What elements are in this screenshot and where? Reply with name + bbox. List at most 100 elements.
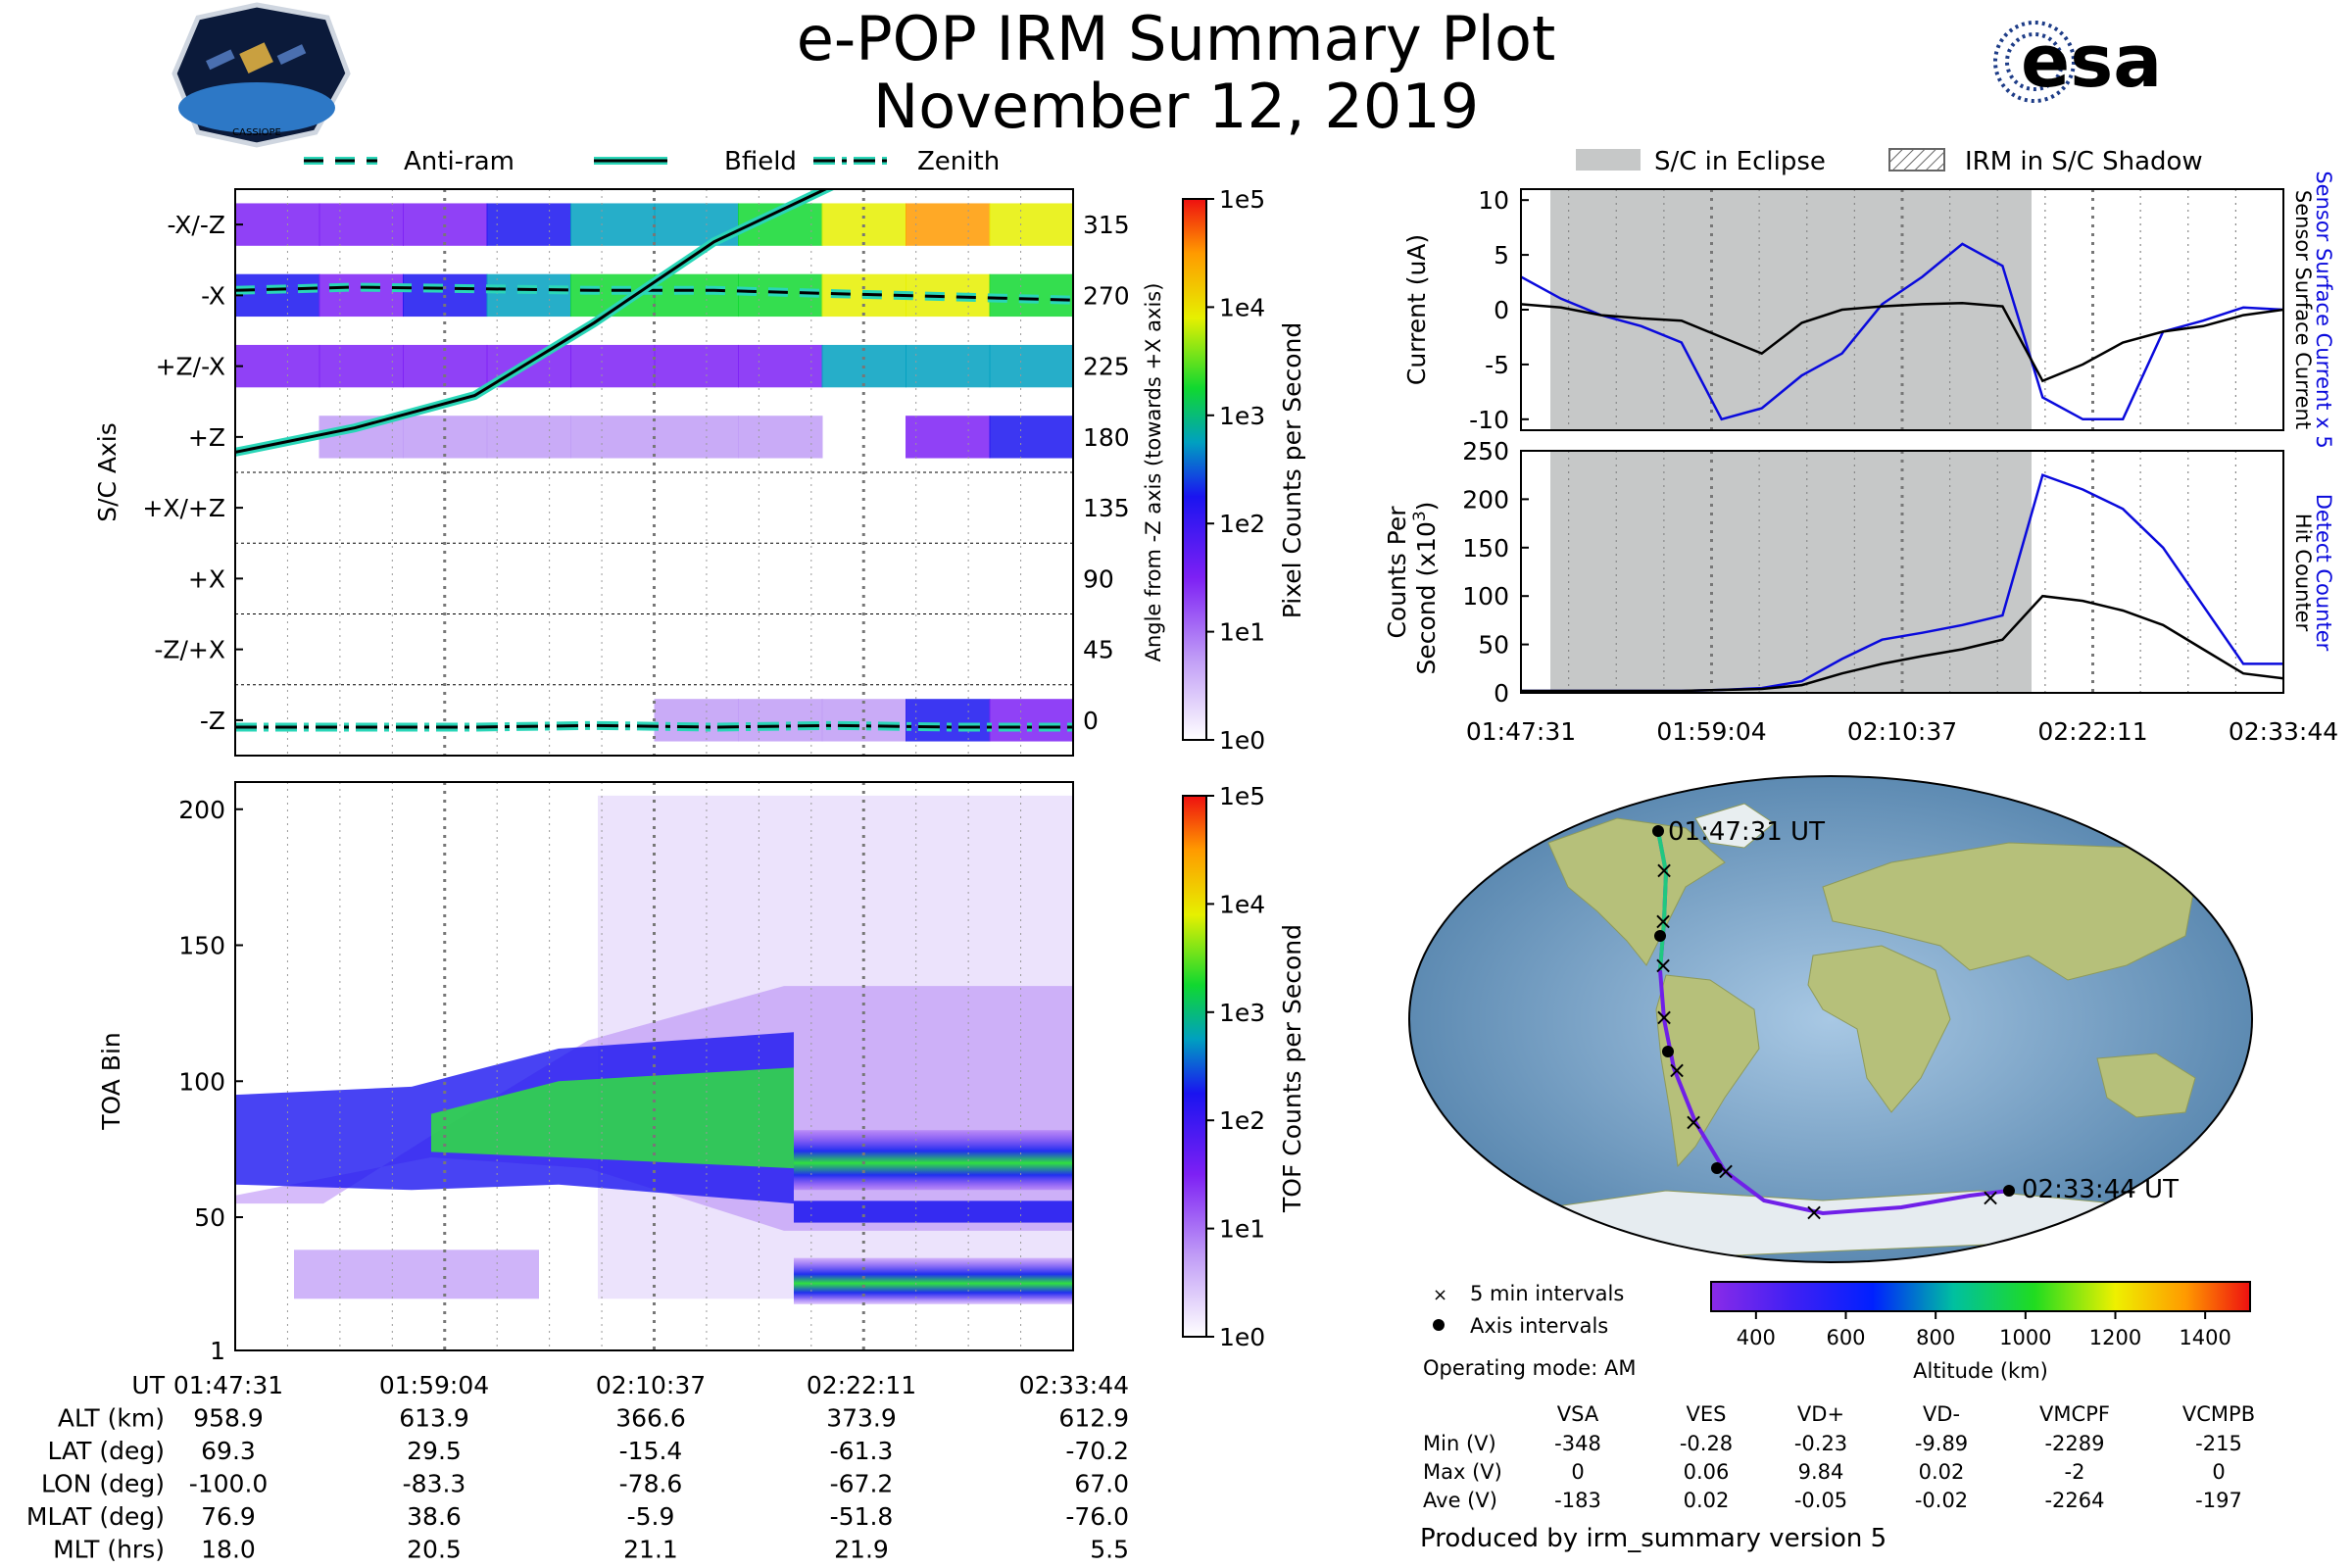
- pixel-angle-traces: [235, 189, 1073, 732]
- axis-interval-dot: [1654, 930, 1666, 942]
- current-y-tick-label: 5: [1494, 241, 1509, 270]
- current-y-tick-label: 0: [1494, 296, 1509, 324]
- pixel-angle-labels: 315 270 225 180 135 90 45 0: [1083, 211, 1130, 735]
- pixel-heat-cell: [654, 416, 739, 459]
- legend-cross-label: 5 min intervals: [1470, 1282, 1624, 1305]
- ephemeris-row-label: UT: [131, 1371, 165, 1399]
- counts-x-ticks: 01:47:31 01:59:04 02:10:37 02:22:11 02:33:44: [1466, 717, 2338, 746]
- altitude-tick-label: 1200: [2089, 1326, 2141, 1349]
- esa-logo-text: esa: [2021, 20, 2162, 104]
- voltage-cell: 0.06: [1684, 1460, 1730, 1484]
- altitude-tick-label: 1400: [2179, 1326, 2230, 1349]
- interval-cross-icon: ×: [1654, 1004, 1674, 1031]
- pixel-angle-label: 135: [1083, 494, 1130, 522]
- ephemeris-cell: 21.9: [834, 1536, 889, 1564]
- pixel-heat-cell: [570, 203, 656, 246]
- counts-y-tick-label: 0: [1494, 679, 1509, 708]
- footer-text: Produced by irm_summary version 5: [1420, 1524, 1886, 1553]
- altitude-ticks: 400 600 800 1000 1200 1400: [1737, 1311, 2231, 1349]
- axis-interval-dot: [1662, 1046, 1674, 1057]
- pixel-heat-cell: [318, 203, 404, 246]
- voltage-cell: -348: [1554, 1432, 1601, 1455]
- ephemeris-cell: -15.4: [619, 1437, 683, 1465]
- voltage-cell: -0.28: [1680, 1432, 1733, 1455]
- pixel-row-label: +X/+Z: [142, 494, 225, 522]
- altitude-tick-label: 1000: [1999, 1326, 2051, 1349]
- tof-ylabel: TOA Bin: [97, 1032, 125, 1131]
- ephemeris-cell: -70.2: [1065, 1437, 1129, 1465]
- colorbar-tick-label: 1e0: [1219, 1323, 1265, 1351]
- voltage-cell: 0.02: [1919, 1460, 1965, 1484]
- altitude-label: Altitude (km): [1913, 1359, 2048, 1383]
- voltage-header: VMCPF: [2039, 1402, 2110, 1426]
- voltage-header: VD+: [1797, 1402, 1844, 1426]
- right-legend: S/C in Eclipse IRM in S/C Shadow: [1576, 147, 2203, 176]
- voltage-row-label: Min (V): [1423, 1432, 1496, 1455]
- ephemeris-cell: 69.3: [201, 1437, 256, 1465]
- tof-frame: [234, 781, 1074, 1351]
- current-y-ticks: 10 5 0 -5 -10: [1469, 186, 1529, 434]
- legend-shadow-swatch: [1888, 148, 1945, 172]
- legend-eclipse-swatch: [1576, 149, 1641, 171]
- ephemeris-row-label: ALT (km): [58, 1404, 165, 1433]
- voltage-cell: -197: [2195, 1489, 2242, 1512]
- ephemeris-row-label: MLAT (deg): [26, 1502, 165, 1531]
- pixel-row-label: -Z/+X: [154, 636, 225, 664]
- figure-date: November 12, 2019: [873, 71, 1479, 142]
- current-lines: [1521, 242, 2283, 421]
- current-grid: [1568, 189, 2236, 430]
- counts-x-tick-label: 02:22:11: [2037, 717, 2147, 746]
- tof-y-tick-label: 200: [178, 796, 225, 824]
- pixel-heat-cell: [654, 273, 739, 318]
- pixel-heat-cell: [318, 699, 404, 742]
- pixel-heat-cell: [906, 203, 991, 246]
- voltage-cell: -0.02: [1915, 1489, 1968, 1512]
- pixel-angle-label: 0: [1083, 707, 1099, 735]
- ephemeris-cell: 20.5: [407, 1536, 462, 1564]
- voltage-cell: 0.02: [1684, 1489, 1730, 1512]
- dot-marker-icon: [1433, 1319, 1445, 1331]
- angle-legend: Anti-ram Bfield Zenith: [304, 147, 1000, 176]
- voltage-cell: -2: [2065, 1460, 2085, 1484]
- ephemeris-cell: 373.9: [826, 1404, 897, 1433]
- pixel-heat-cell: [738, 699, 823, 742]
- ephemeris-row-label: MLT (hrs): [53, 1536, 165, 1564]
- australia: [2096, 1053, 2196, 1118]
- voltage-cell: -9.89: [1915, 1432, 1968, 1455]
- orbit-path-high: [1656, 830, 1669, 971]
- tof-band-lower: [794, 1257, 1073, 1304]
- pixel-row-label: +Z/-X: [156, 353, 225, 381]
- ephemeris-cell: 366.6: [615, 1404, 686, 1433]
- eclipse-region: [1550, 189, 2032, 430]
- track-end-label: 02:33:44 UT: [2022, 1175, 2179, 1204]
- colorbar-tick-label: 1e5: [1219, 782, 1265, 810]
- legend-zenith: Zenith: [813, 147, 1000, 176]
- tof-colorbar-ticks: 1e5 1e4 1e3 1e2 1e1 1e0: [1206, 782, 1265, 1351]
- tof-colorbar-label: TOF Counts per Second: [1278, 924, 1306, 1213]
- tof-y-tick-label: 1: [210, 1337, 225, 1365]
- pixel-angle-label: 90: [1083, 564, 1114, 593]
- voltage-cell: -183: [1554, 1489, 1601, 1512]
- counts-side-label-blue: Detect Counter: [2312, 494, 2335, 652]
- ephemeris-row-label: LAT (deg): [47, 1437, 165, 1465]
- tof-secondary: [294, 1250, 539, 1299]
- current-side-label-blue: Sensor Surface Current x 5: [2312, 171, 2335, 448]
- axis-interval-dot: [2003, 1185, 2015, 1197]
- interval-cross-icon: ×: [1653, 907, 1673, 935]
- colorbar-tick-label: 1e5: [1219, 185, 1265, 214]
- cassiope-logo-text: CASSIOPE: [232, 127, 281, 138]
- pixel-heat-cell: [906, 416, 991, 459]
- tof-band-upper: [794, 1130, 1073, 1191]
- colorbar-tick-label: 1e2: [1219, 510, 1265, 538]
- pixel-heat-cell: [318, 273, 404, 318]
- counts-y-tick-label: 250: [1462, 437, 1509, 466]
- altitude-colorbar: 400 600 800 1000 1200 1400 Altitude (km): [1710, 1281, 2251, 1383]
- current-line: [1521, 302, 2283, 383]
- ephemeris-cell: 67.0: [1074, 1470, 1129, 1498]
- orbit-track: ×××××××××: [1652, 825, 2015, 1226]
- operating-mode: Operating mode: AM: [1423, 1356, 1636, 1380]
- colorbar-tick-label: 1e1: [1219, 618, 1265, 647]
- tof-y-tick-label: 100: [178, 1067, 225, 1096]
- pixel-row-label: +X: [188, 564, 225, 593]
- tof-grid: [286, 782, 1022, 1350]
